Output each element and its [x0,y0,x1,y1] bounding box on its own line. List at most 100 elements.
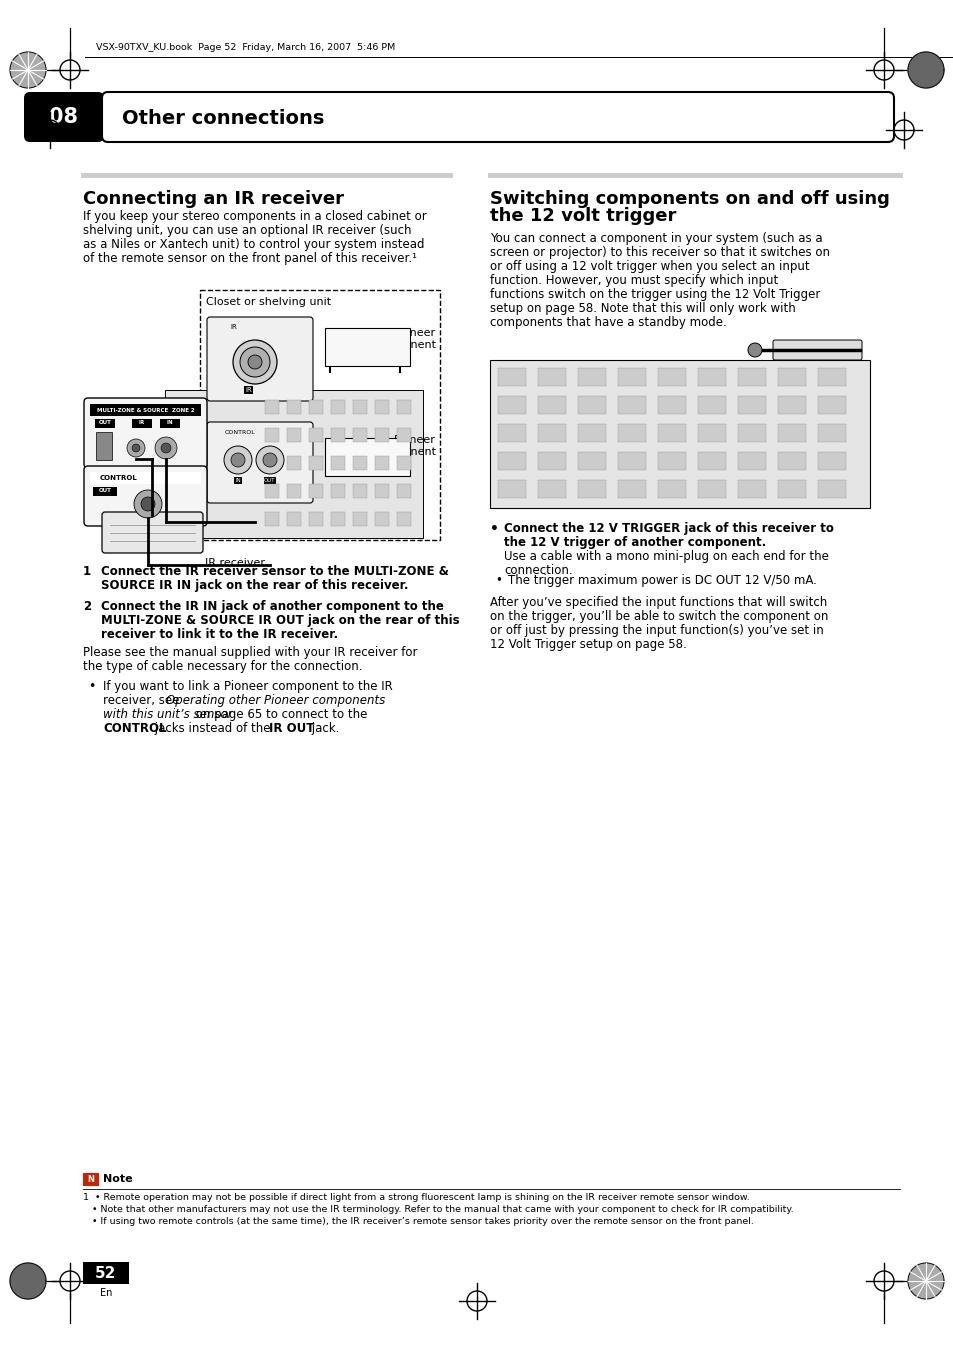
Bar [353,428,367,442]
Bar [578,424,605,442]
FancyBboxPatch shape [102,92,893,142]
Bar [778,424,805,442]
Bar [331,484,345,499]
Text: the 12 V trigger of another component.: the 12 V trigger of another component. [503,536,765,549]
Circle shape [248,355,262,369]
Bar [698,424,725,442]
Text: function. However, you must specify which input: function. However, you must specify whic… [490,274,778,286]
Bar [375,512,389,526]
Text: Connect the 12 V TRIGGER jack of this receiver to: Connect the 12 V TRIGGER jack of this re… [503,521,833,535]
Text: OUT: OUT [264,478,275,484]
Text: with this unit’s sensor: with this unit’s sensor [103,708,233,721]
Bar [265,484,278,499]
Text: MULTI-ZONE & SOURCE IR OUT jack on the rear of this: MULTI-ZONE & SOURCE IR OUT jack on the r… [101,613,459,627]
Bar [95,419,115,428]
Bar [287,428,301,442]
Circle shape [154,436,177,459]
Text: 1  • Remote operation may not be possible if direct light from a strong fluoresc: 1 • Remote operation may not be possible… [83,1193,749,1202]
Circle shape [133,490,162,517]
Bar [265,512,278,526]
Bar [537,424,565,442]
Text: components that have a standby mode.: components that have a standby mode. [490,316,726,330]
Bar [497,453,525,470]
Text: After you’ve specified the input functions that will switch: After you’ve specified the input functio… [490,596,826,609]
Bar [265,457,278,470]
Polygon shape [10,51,46,88]
Bar [309,428,323,442]
Bar [287,457,301,470]
Bar [375,457,389,470]
Text: •: • [495,574,501,586]
Text: receiver to link it to the IR receiver.: receiver to link it to the IR receiver. [101,628,337,640]
FancyBboxPatch shape [102,512,203,553]
Text: MULTI-ZONE & SOURCE  ZONE 2: MULTI-ZONE & SOURCE ZONE 2 [96,408,194,412]
Bar [537,480,565,499]
Bar [578,480,605,499]
Text: CONTROL: CONTROL [100,476,137,481]
Bar [658,480,685,499]
Bar [287,400,301,413]
Circle shape [224,446,252,474]
Bar [331,457,345,470]
Text: If you keep your stereo components in a closed cabinet or: If you keep your stereo components in a … [83,209,426,223]
Bar [738,396,765,413]
Bar [160,419,180,428]
Bar [309,457,323,470]
Bar [817,367,845,386]
Bar [309,512,323,526]
Text: Connect the IR receiver sensor to the MULTI-ZONE &: Connect the IR receiver sensor to the MU… [101,565,449,578]
Text: IN: IN [167,420,173,426]
Bar [658,453,685,470]
Text: Please see the manual supplied with your IR receiver for: Please see the manual supplied with your… [83,646,417,659]
Bar [658,367,685,386]
Bar [618,480,645,499]
Polygon shape [907,1263,943,1300]
Bar [537,396,565,413]
Text: 52: 52 [95,1266,116,1281]
Text: Pioneer
component: Pioneer component [373,435,436,458]
Bar [537,453,565,470]
Text: Closet or shelving unit: Closet or shelving unit [206,297,331,307]
Text: You can connect a component in your system (such as a: You can connect a component in your syst… [490,232,821,245]
Bar [658,424,685,442]
Text: jacks instead of the: jacks instead of the [151,721,274,735]
Text: • If using two remote controls (at the same time), the IR receiver’s remote sens: • If using two remote controls (at the s… [83,1217,753,1225]
Text: setup on page 58. Note that this will only work with: setup on page 58. Note that this will on… [490,303,795,315]
Circle shape [141,497,154,511]
Bar [578,396,605,413]
Text: IR: IR [230,324,236,330]
Text: 2: 2 [83,600,91,613]
FancyBboxPatch shape [84,399,207,467]
Text: CONTROL: CONTROL [225,430,255,435]
Text: En: En [100,1288,112,1298]
Text: N: N [88,1175,94,1183]
Bar [738,480,765,499]
Text: CONTROL: CONTROL [103,721,167,735]
Bar [165,390,422,538]
Polygon shape [10,1263,46,1300]
Bar [698,453,725,470]
Text: OUT: OUT [98,420,112,426]
Text: or off just by pressing the input function(s) you’ve set in: or off just by pressing the input functi… [490,624,822,638]
Circle shape [132,444,140,453]
Text: Operating other Pioneer components: Operating other Pioneer components [166,694,385,707]
Bar [618,367,645,386]
Text: 08: 08 [50,107,78,127]
Text: or off using a 12 volt trigger when you select an input: or off using a 12 volt trigger when you … [490,259,809,273]
Circle shape [240,347,270,377]
Text: on page 65 to connect to the: on page 65 to connect to the [192,708,367,721]
Bar [537,367,565,386]
Text: jack.: jack. [308,721,339,735]
Bar [817,480,845,499]
Text: on the trigger, you’ll be able to switch the component on: on the trigger, you’ll be able to switch… [490,611,827,623]
Bar [92,486,117,496]
Circle shape [263,453,276,467]
Bar [497,424,525,442]
Bar [698,367,725,386]
Text: IR OUT: IR OUT [269,721,314,735]
Bar [738,367,765,386]
Bar [396,428,411,442]
Text: connection.: connection. [503,563,572,577]
Bar [331,512,345,526]
Bar [200,290,439,540]
